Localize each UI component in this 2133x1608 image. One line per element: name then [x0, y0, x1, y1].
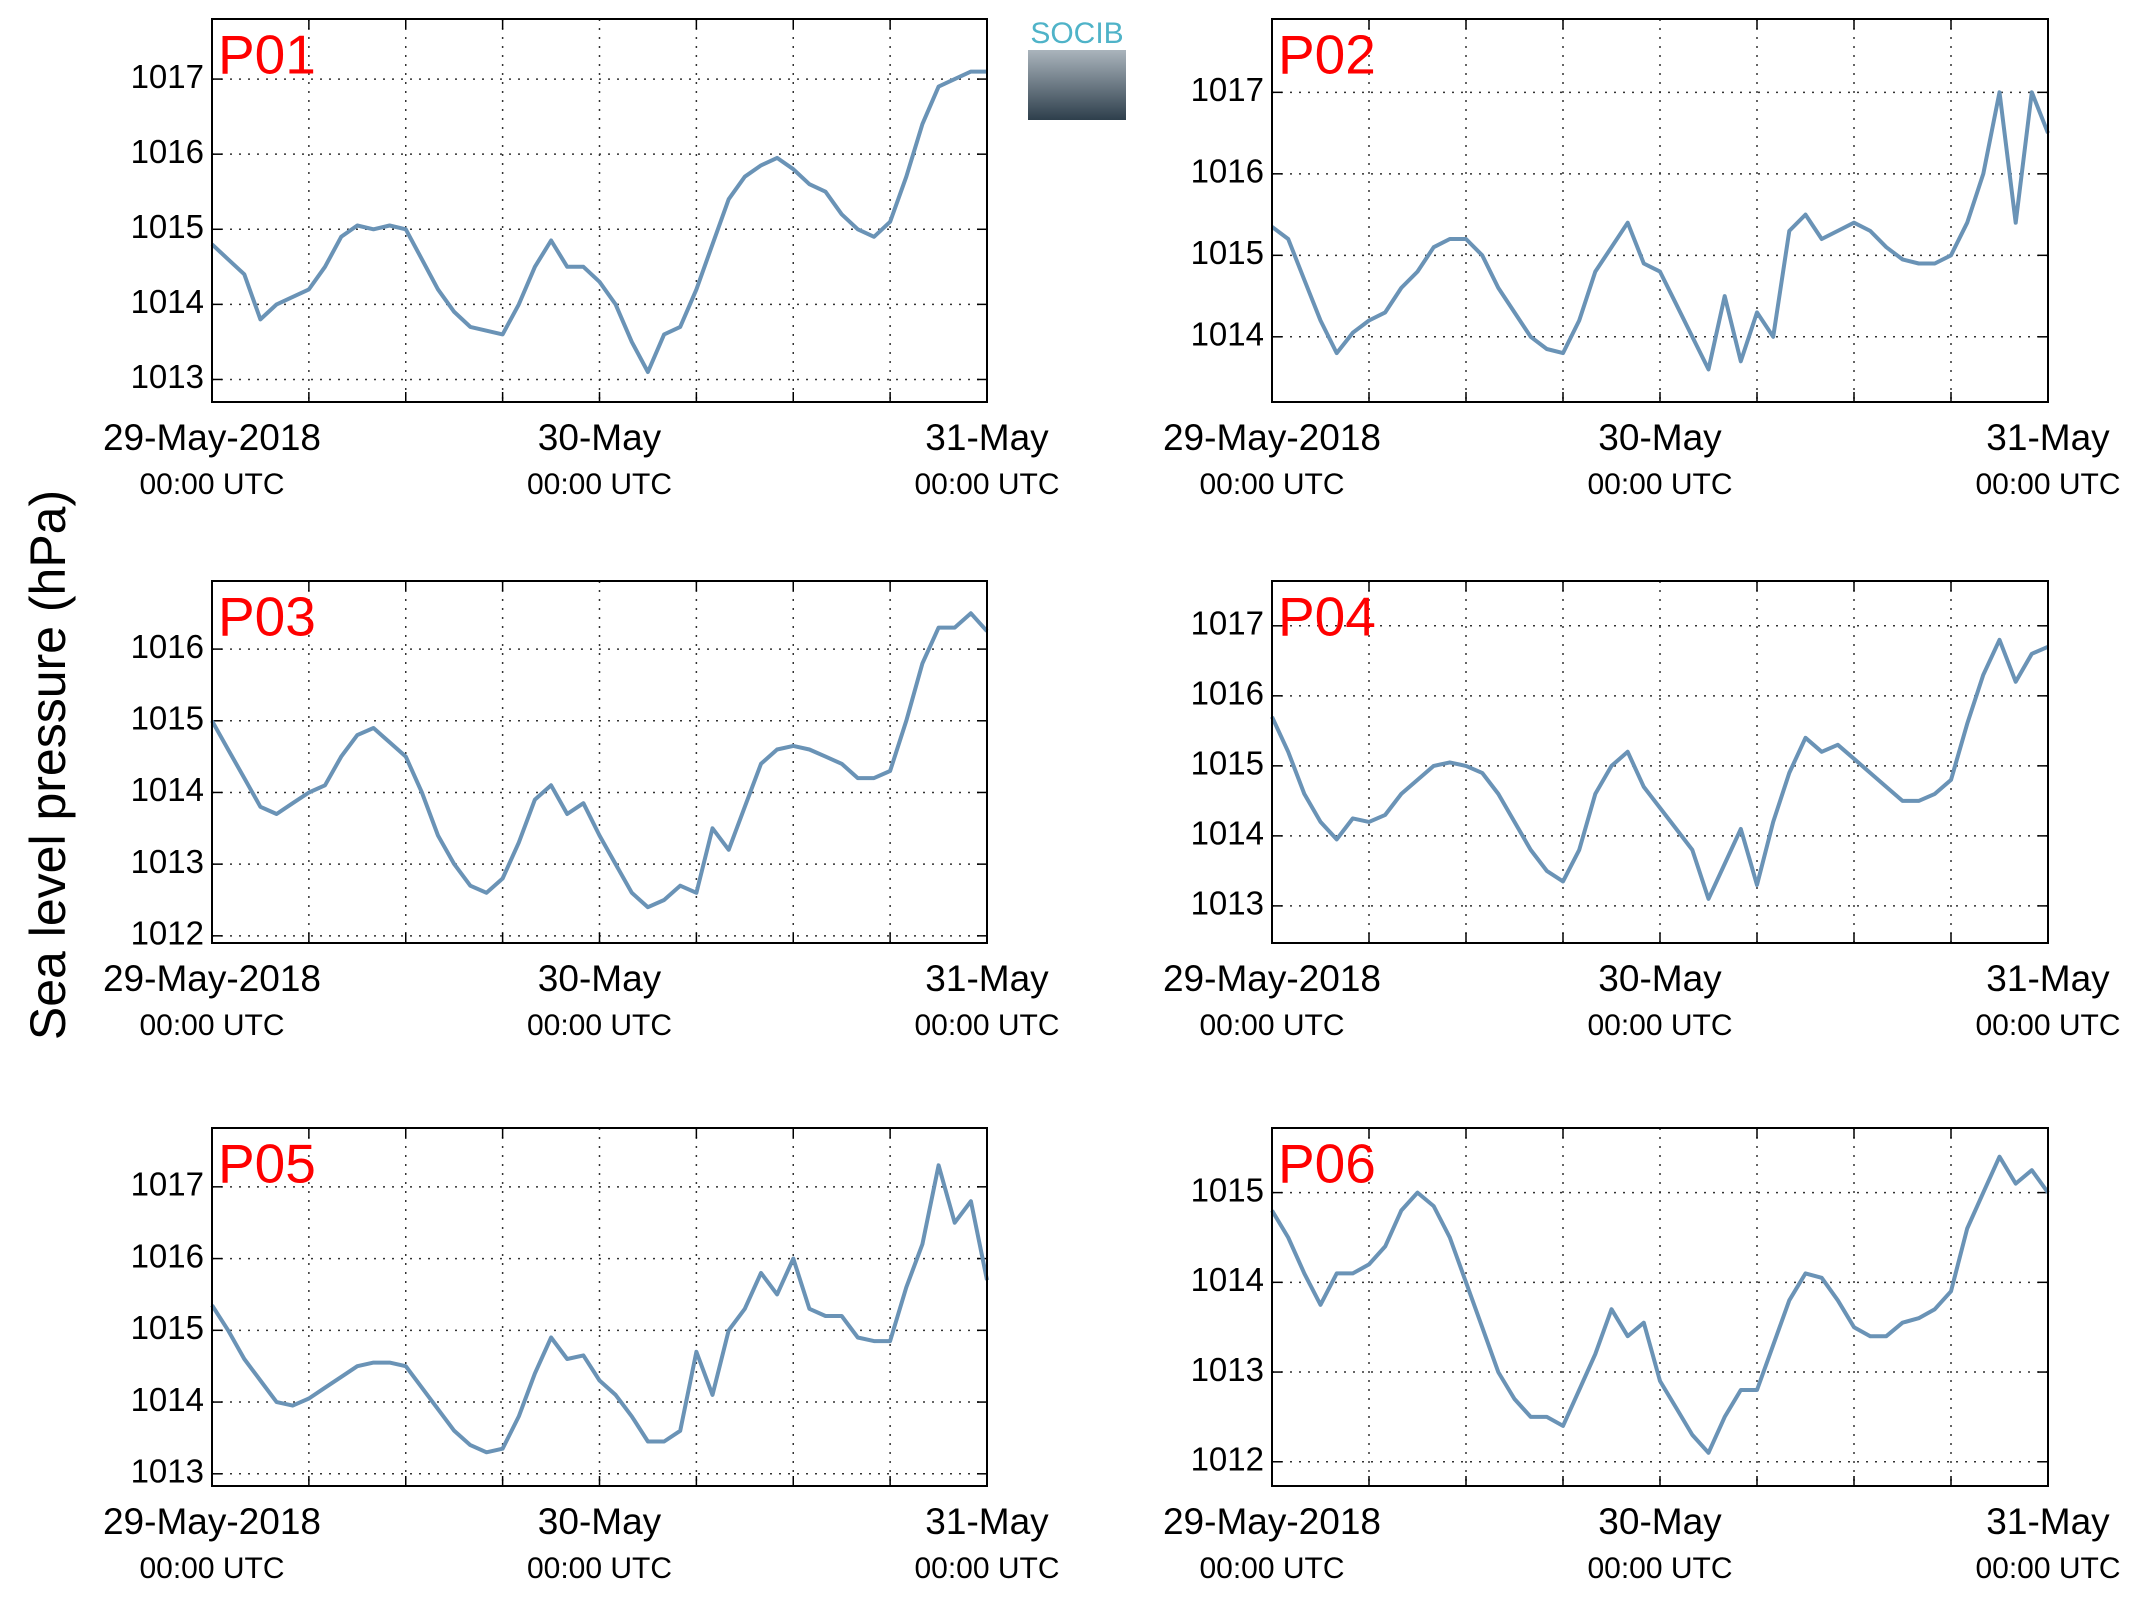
data-line — [1270, 637, 2049, 901]
logo-text: SOCIB — [1030, 17, 1123, 50]
y-tick-label: 1013 — [131, 843, 204, 880]
panel-title: P06 — [1278, 1133, 1376, 1195]
y-tick-label: 1012 — [1191, 1440, 1264, 1477]
x-tick-sublabel: 00:00 UTC — [139, 1552, 284, 1585]
y-tick-label: 1015 — [131, 208, 204, 245]
panel: 1012 1013 1014 1015 29-May-2018 00:00 UTC 30-M… — [1163, 1127, 2121, 1585]
x-tick-sublabel: 00:00 UTC — [1199, 468, 1344, 501]
y-tick-label: 1017 — [1191, 605, 1264, 642]
x-tick-label: 31-May — [1986, 1501, 2110, 1542]
y-tick-label: 1016 — [131, 133, 204, 170]
y-tick-label: 1014 — [1191, 316, 1264, 353]
x-tick-sublabel: 00:00 UTC — [1587, 1009, 1732, 1042]
logo: SOCIB — [1028, 17, 1126, 120]
logo-graphic — [1028, 50, 1126, 120]
panel: 1014 1015 1016 1017 29-May-2018 00:00 UTC 30-M… — [1163, 18, 2121, 501]
x-tick-sublabel: 00:00 UTC — [1975, 1009, 2120, 1042]
x-tick-label: 31-May — [925, 1501, 1049, 1542]
y-tick-label: 1015 — [131, 700, 204, 737]
plot-area — [212, 1128, 987, 1486]
y-tick-label: 1016 — [1191, 153, 1264, 190]
y-tick-label: 1012 — [131, 915, 204, 952]
y-tick-label: 1014 — [131, 771, 204, 808]
y-tick-label: 1013 — [131, 358, 204, 395]
panel-title: P05 — [218, 1133, 316, 1195]
y-tick-label: 1016 — [1191, 675, 1264, 712]
x-tick-label: 30-May — [1598, 1501, 1722, 1542]
x-tick-sublabel: 00:00 UTC — [914, 1552, 1059, 1585]
x-tick-sublabel: 00:00 UTC — [1199, 1552, 1344, 1585]
y-tick-label: 1017 — [1191, 71, 1264, 108]
x-tick-label: 30-May — [1598, 417, 1722, 458]
x-tick-label: 29-May-2018 — [1163, 1501, 1381, 1542]
x-tick-label: 31-May — [1986, 417, 2110, 458]
plot-frame — [211, 18, 988, 403]
x-tick-label: 29-May-2018 — [103, 1501, 321, 1542]
x-tick-sublabel: 00:00 UTC — [527, 1552, 672, 1585]
y-tick-label: 1015 — [1191, 745, 1264, 782]
x-tick-label: 30-May — [1598, 958, 1722, 999]
x-tick-sublabel: 00:00 UTC — [1199, 1009, 1344, 1042]
data-line — [1270, 90, 2050, 372]
panel-title: P04 — [1278, 586, 1376, 648]
panel: 1013 1014 1015 1016 1017 29-May-2018 00:00 UTC… — [103, 18, 1060, 501]
x-tick-label: 31-May — [925, 417, 1049, 458]
y-tick-label: 1013 — [1191, 885, 1264, 922]
x-tick-sublabel: 00:00 UTC — [914, 468, 1059, 501]
x-tick-sublabel: 00:00 UTC — [914, 1009, 1059, 1042]
panel-title: P02 — [1278, 24, 1376, 86]
x-tick-label: 29-May-2018 — [103, 417, 321, 458]
plot-frame — [1271, 1127, 2049, 1487]
data-line — [210, 69, 987, 374]
x-tick-sublabel: 00:00 UTC — [139, 468, 284, 501]
y-tick-label: 1016 — [131, 1237, 204, 1274]
y-tick-label: 1013 — [131, 1453, 204, 1490]
x-tick-label: 31-May — [925, 958, 1049, 999]
panel-title: P03 — [218, 586, 316, 648]
y-tick-label: 1017 — [131, 1166, 204, 1203]
plot-frame — [211, 1127, 988, 1487]
y-tick-label: 1017 — [131, 58, 204, 95]
x-tick-sublabel: 00:00 UTC — [1975, 1552, 2120, 1585]
plot-frame — [1271, 580, 2049, 944]
panel: 1013 1014 1015 1016 1017 29-May-2018 00:00 UTC… — [103, 1127, 1060, 1585]
y-tick-label: 1014 — [131, 283, 204, 320]
x-tick-sublabel: 00:00 UTC — [527, 1009, 672, 1042]
data-line — [1270, 1154, 2050, 1455]
x-tick-sublabel: 00:00 UTC — [527, 468, 672, 501]
plot-frame — [211, 580, 988, 944]
x-tick-label: 30-May — [538, 958, 662, 999]
x-tick-label: 30-May — [538, 1501, 662, 1542]
y-tick-label: 1015 — [1191, 1171, 1264, 1208]
x-tick-sublabel: 00:00 UTC — [139, 1009, 284, 1042]
x-tick-label: 29-May-2018 — [103, 958, 321, 999]
panel: 1013 1014 1015 1016 1017 29-May-2018 00:00 UTC… — [1163, 580, 2121, 1042]
panel-title: P01 — [218, 24, 316, 86]
x-tick-sublabel: 00:00 UTC — [1975, 468, 2120, 501]
y-tick-label: 1013 — [1191, 1351, 1264, 1388]
x-tick-label: 29-May-2018 — [1163, 958, 1381, 999]
x-tick-label: 29-May-2018 — [1163, 417, 1381, 458]
y-tick-label: 1014 — [1191, 1261, 1264, 1298]
y-axis-label: Sea level pressure (hPa) — [20, 490, 76, 1040]
y-tick-label: 1016 — [131, 628, 204, 665]
data-line — [210, 1163, 989, 1455]
y-tick-label: 1015 — [1191, 234, 1264, 271]
x-tick-sublabel: 00:00 UTC — [1587, 1552, 1732, 1585]
panel: 1012 1013 1014 1015 1016 29-May-2018 00:00 UTC… — [103, 580, 1060, 1042]
x-tick-label: 30-May — [538, 417, 662, 458]
y-tick-label: 1014 — [131, 1381, 204, 1418]
y-tick-label: 1015 — [131, 1309, 204, 1346]
data-line — [210, 611, 989, 910]
x-tick-sublabel: 00:00 UTC — [1587, 468, 1732, 501]
plot-area — [1272, 1128, 2048, 1486]
y-tick-label: 1014 — [1191, 815, 1264, 852]
x-tick-label: 31-May — [1986, 958, 2110, 999]
plot-frame — [1271, 18, 2049, 403]
